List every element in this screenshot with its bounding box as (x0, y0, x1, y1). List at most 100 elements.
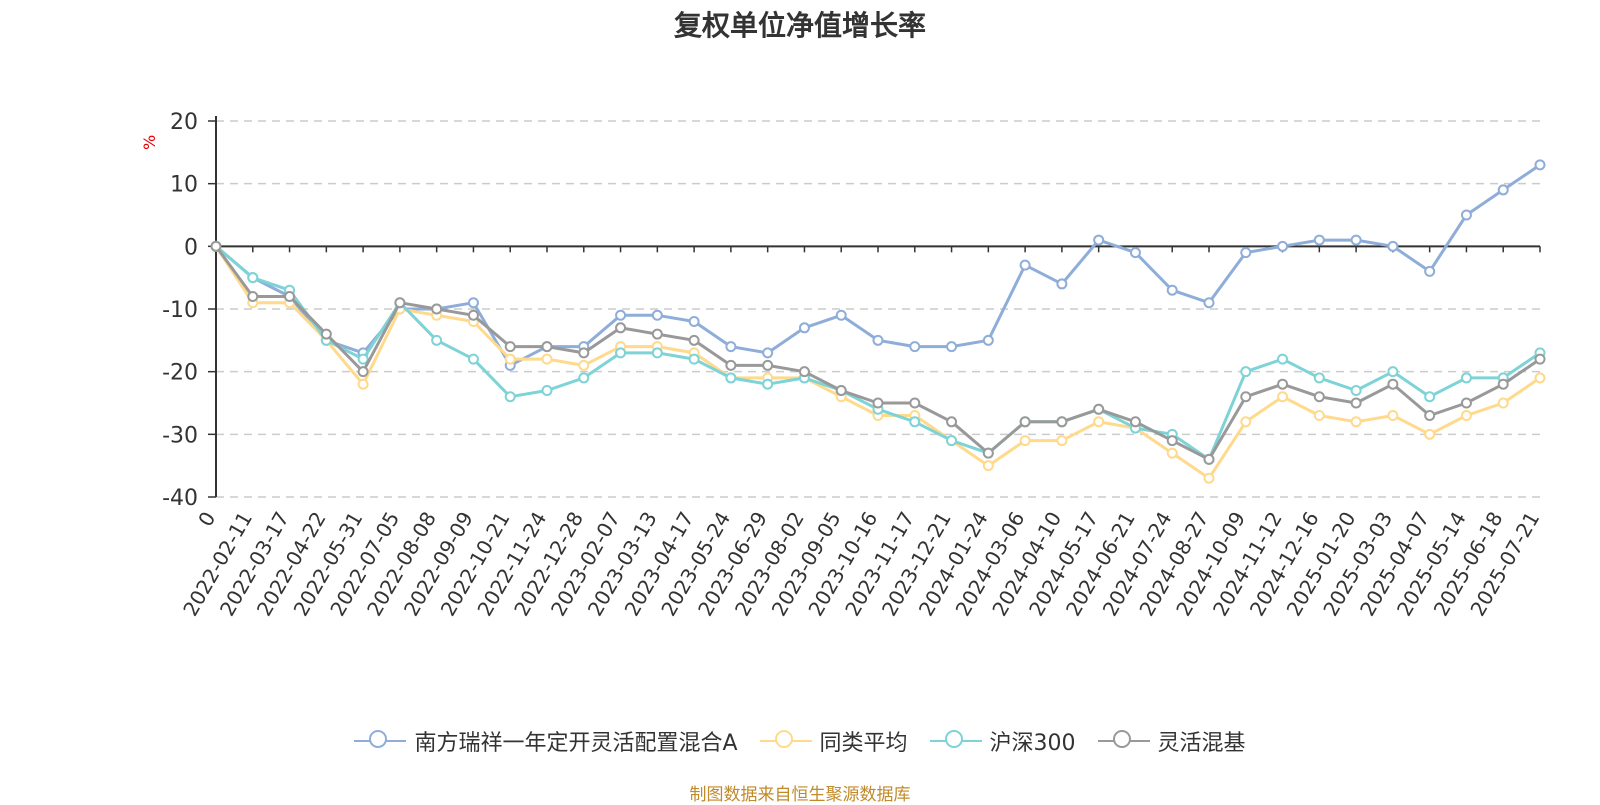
data-point-2 (357, 353, 369, 365)
data-point-1 (1203, 472, 1215, 484)
data-point-3 (541, 341, 553, 353)
y-tick-label: -40 (162, 486, 198, 511)
data-point-3 (762, 359, 774, 371)
data-point-3 (1166, 435, 1178, 447)
data-point-3 (1019, 416, 1031, 428)
data-point-3 (615, 322, 627, 334)
legend-item-peer-average[interactable]: 同类平均 (759, 725, 908, 757)
y-tick-label: 10 (170, 173, 198, 198)
data-point-2 (578, 372, 590, 384)
data-point-3 (1056, 416, 1068, 428)
data-point-0 (1129, 247, 1141, 259)
data-point-3 (1093, 403, 1105, 415)
legend-swatch-csi300 (929, 729, 982, 753)
data-point-2 (909, 416, 921, 428)
data-point-3 (1534, 353, 1546, 365)
data-point-2 (1387, 366, 1399, 378)
y-tick-label: -10 (162, 298, 198, 323)
data-point-2 (1277, 353, 1289, 365)
data-point-1 (1424, 428, 1436, 440)
data-point-3 (394, 297, 406, 309)
series-line-2 (215, 245, 1541, 461)
series-lines (210, 159, 1546, 484)
legend-item-fund[interactable]: 南方瑞祥一年定开灵活配置混合A (354, 725, 738, 757)
data-point-3 (210, 240, 222, 252)
legend-item-flexible-mixed[interactable]: 灵活混基 (1097, 725, 1246, 757)
data-point-0 (1534, 159, 1546, 171)
chart-title: 复权单位净值增长率 (673, 9, 926, 42)
data-point-2 (688, 353, 700, 365)
data-point-3 (1277, 378, 1289, 390)
data-point-2 (1240, 366, 1252, 378)
legend-swatch-peer-average (759, 729, 812, 753)
data-point-0 (688, 316, 700, 328)
data-point-0 (909, 341, 921, 353)
data-point-2 (541, 384, 553, 396)
legend-swatch-fund (354, 729, 407, 753)
data-point-3 (1313, 391, 1325, 403)
data-point-2 (1350, 384, 1362, 396)
legend-item-csi300[interactable]: 沪深300 (929, 725, 1076, 757)
data-point-3 (909, 397, 921, 409)
data-point-3 (1387, 378, 1399, 390)
data-point-1 (1056, 435, 1068, 447)
data-point-1 (1313, 410, 1325, 422)
data-point-2 (1424, 391, 1436, 403)
tick-labels: 20100-10-20-30-4002022-02-112022-03-1720… (162, 110, 1544, 620)
series-line-1 (214, 245, 1541, 480)
data-point-2 (725, 372, 737, 384)
data-point-1 (1166, 447, 1178, 459)
data-point-3 (982, 447, 994, 459)
x-tick-label: 0 (193, 508, 220, 531)
legend-swatch-flexible-mixed (1097, 729, 1150, 753)
data-point-0 (1350, 234, 1362, 246)
data-point-0 (1093, 234, 1105, 246)
data-point-1 (982, 460, 994, 472)
data-point-3 (247, 290, 259, 302)
data-point-3 (431, 303, 443, 315)
data-point-2 (504, 391, 516, 403)
data-source-note: 制图数据来自恒生聚源数据库 (689, 785, 911, 805)
data-point-0 (615, 309, 627, 321)
legend-label-csi300: 沪深300 (989, 731, 1076, 756)
legend-label-fund: 南方瑞祥一年定开灵活配置混合A (414, 731, 738, 756)
data-point-2 (1313, 372, 1325, 384)
data-point-1 (1534, 372, 1546, 384)
data-point-1 (1350, 416, 1362, 428)
legend-label-flexible-mixed: 灵活混基 (1157, 731, 1246, 756)
data-point-0 (1460, 209, 1472, 221)
y-tick-label: -30 (162, 423, 198, 448)
data-point-3 (1203, 453, 1215, 465)
data-point-0 (1387, 240, 1399, 252)
data-point-3 (872, 397, 884, 409)
data-point-0 (946, 341, 958, 353)
data-point-0 (835, 309, 847, 321)
data-point-2 (431, 334, 443, 346)
data-point-0 (467, 297, 479, 309)
data-point-2 (615, 347, 627, 359)
data-point-0 (1277, 240, 1289, 252)
legend-label-peer-average: 同类平均 (819, 731, 908, 756)
data-point-2 (1460, 372, 1472, 384)
data-point-3 (725, 359, 737, 371)
data-point-0 (762, 347, 774, 359)
data-point-3 (320, 328, 332, 340)
data-point-1 (1497, 397, 1509, 409)
data-point-0 (1497, 184, 1509, 196)
series-line-3 (214, 245, 1541, 461)
data-point-1 (541, 353, 553, 365)
legend: 南方瑞祥一年定开灵活配置混合A 同类平均 沪深300 灵活混基 (0, 726, 1600, 756)
data-point-1 (1277, 391, 1289, 403)
grid-lines (216, 120, 1540, 498)
y-tick-label: -20 (162, 361, 198, 386)
data-point-3 (357, 366, 369, 378)
data-point-3 (467, 309, 479, 321)
axes (208, 116, 1541, 498)
data-point-3 (1497, 378, 1509, 390)
plot-area: 20100-10-20-30-4002022-02-112022-03-1720… (162, 110, 1546, 620)
data-point-0 (651, 309, 663, 321)
data-point-1 (1460, 410, 1472, 422)
y-tick-label: 20 (170, 110, 198, 135)
data-point-2 (946, 435, 958, 447)
